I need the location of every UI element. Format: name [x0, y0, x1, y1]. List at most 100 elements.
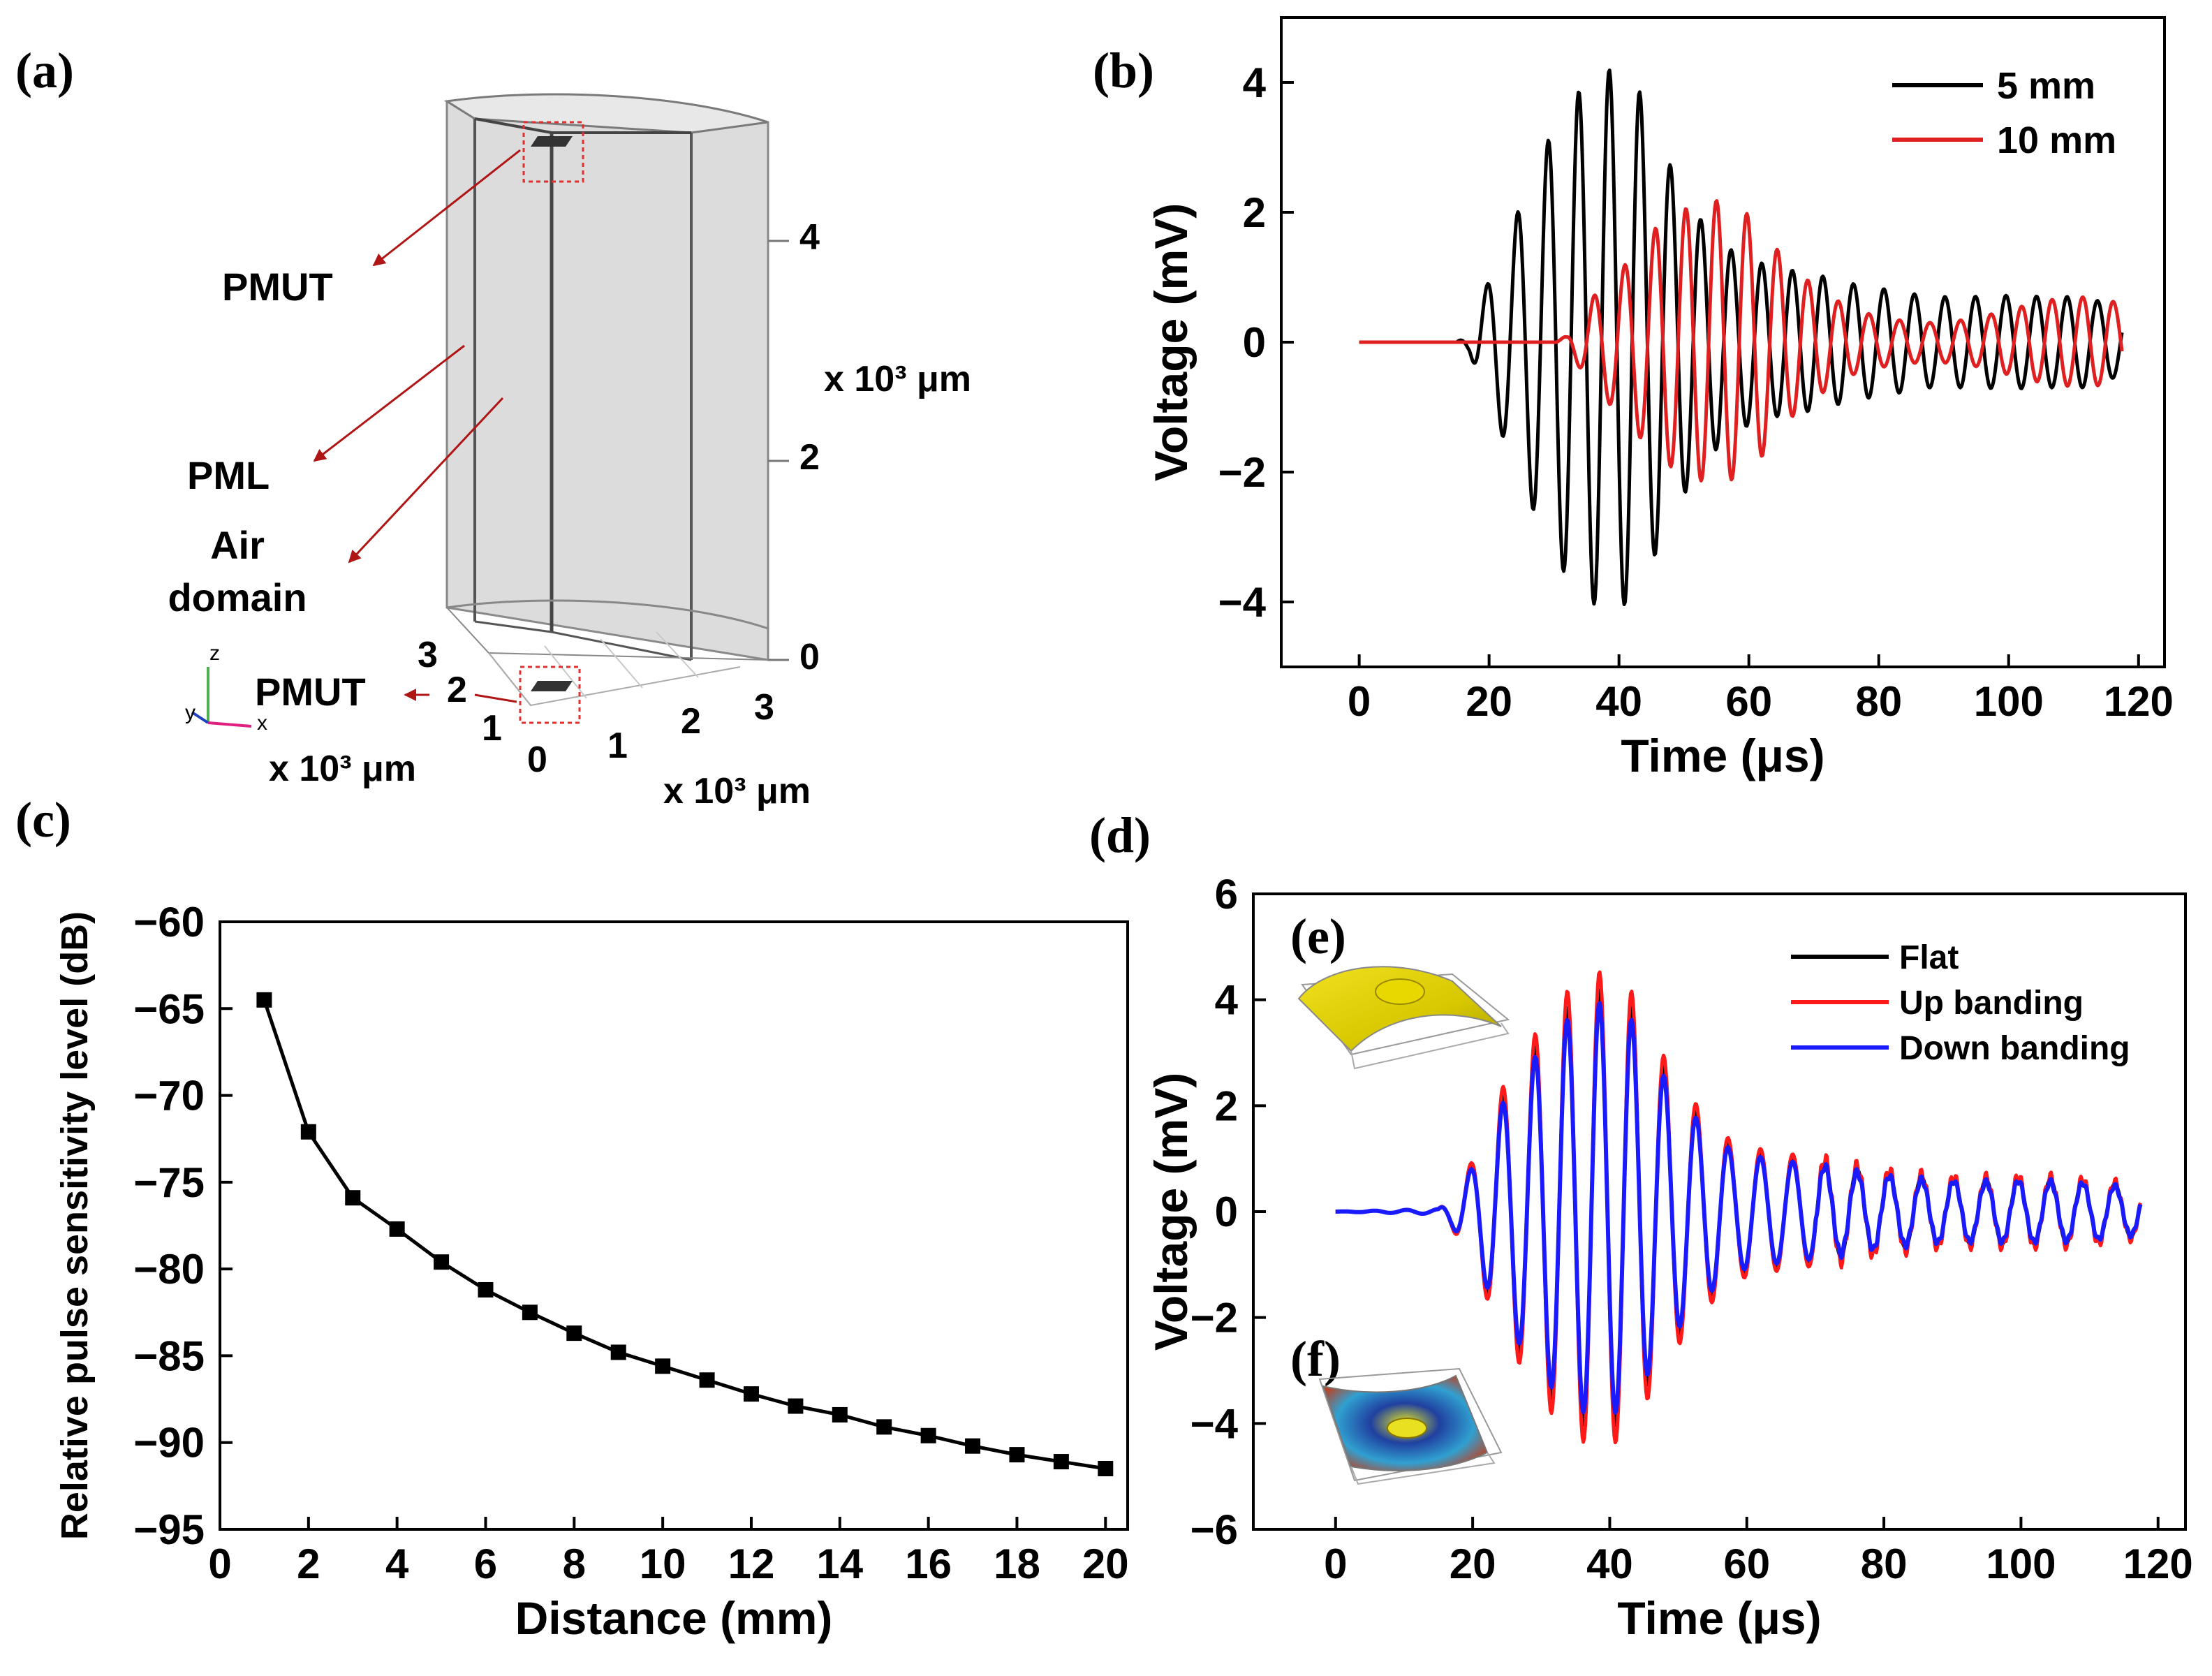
x-axis-label: Distance (mm) — [515, 1592, 833, 1644]
data-point-marker — [256, 992, 272, 1008]
y-tick-label: −4 — [1190, 1400, 1239, 1447]
series-line-10mm — [1358, 199, 2124, 483]
y-tick-label: −70 — [133, 1073, 205, 1119]
annotation-pmut-top: PMUT — [222, 265, 333, 309]
y-tick-label: −80 — [133, 1246, 205, 1293]
y-tick-label: −2 — [1190, 1295, 1238, 1341]
y-tick-label: 0 — [527, 740, 547, 780]
x-tick-label: 2 — [681, 701, 701, 742]
data-point-marker — [1053, 1454, 1069, 1470]
x-tick-label: 0 — [1348, 678, 1371, 725]
data-point-marker — [389, 1221, 405, 1237]
y-tick-label: 2 — [1215, 1082, 1238, 1129]
series-line-down-banding — [1334, 1001, 2143, 1415]
y-tick-label: −60 — [133, 899, 205, 946]
legend-label: Up banding — [1899, 985, 2084, 1022]
y-tick-label: 2 — [447, 670, 467, 710]
annotation-pml: PML — [187, 453, 270, 497]
data-point-marker — [522, 1304, 538, 1321]
triad-z-label: z — [209, 642, 220, 665]
axis-triad: z y x — [185, 642, 267, 735]
panel-b: (b) 0 20 40 60 80 100 120 −4 −2 0 2 4 Time (μs) Volta… — [1093, 16, 2174, 781]
y-tick-label: −65 — [133, 985, 205, 1032]
x-tick-label: 40 — [1595, 678, 1642, 725]
x-tick-label: 1 — [607, 726, 628, 766]
y-axis-unit: x 10³ μm — [269, 749, 416, 789]
y-tick-label: 4 — [1243, 59, 1267, 106]
plot-frame — [219, 920, 1129, 1531]
panel-c: (c) 0 2 4 6 8 10 12 14 16 18 20 −95 −90 −85 −80 −75 −70 −… — [15, 792, 1129, 1644]
x-tick-label: 16 — [905, 1541, 952, 1587]
x-tick-label: 3 — [754, 687, 774, 728]
annotation-air-domain-line1: Air — [210, 523, 265, 567]
y-tick-label: 3 — [418, 635, 438, 675]
y-axis-label: Relative pulse sensitivity level (dB) — [54, 911, 96, 1540]
panel-d: (d) 0 20 40 60 80 100 120 −6 −4 −2 0 2 4 6 Time (μs) Vo… — [1089, 807, 2193, 1644]
data-point-marker — [1009, 1447, 1025, 1463]
series-line-5mm — [1358, 68, 2124, 606]
data-point-marker — [876, 1419, 892, 1435]
data-point-marker — [434, 1254, 450, 1270]
x-tick-label: 8 — [563, 1541, 586, 1587]
y-tick-label: −85 — [133, 1332, 205, 1379]
x-axis-label: Time (μs) — [1617, 1592, 1821, 1644]
panel-a-label: (a) — [15, 43, 74, 98]
x-tick-label: 20 — [1450, 1541, 1496, 1587]
z-axis-unit: x 10³ μm — [824, 359, 971, 399]
data-point-marker — [300, 1124, 316, 1140]
x-tick-label: 60 — [1725, 678, 1772, 725]
panel-b-label: (b) — [1093, 43, 1154, 98]
y-tick-label: −95 — [133, 1506, 205, 1553]
x-tick-label: 4 — [385, 1541, 409, 1587]
data-point-marker — [699, 1372, 715, 1388]
data-point-marker — [743, 1386, 759, 1402]
inset-e-flat-plate: (e) — [1290, 909, 1510, 1070]
x-tick-label: 60 — [1723, 1541, 1770, 1587]
legend-label: 5 mm — [1997, 65, 2095, 107]
data-point-marker — [920, 1427, 936, 1443]
chart-b: 0 20 40 60 80 100 120 −4 −2 0 2 4 Time (μs) Voltage (… — [1145, 16, 2174, 781]
inset-e-label: (e) — [1290, 909, 1346, 964]
y-tick-label: −6 — [1190, 1506, 1238, 1553]
z-tick-label: 4 — [799, 217, 820, 258]
y-tick-label: −90 — [133, 1420, 205, 1466]
x-axis-label: Time (μs) — [1621, 730, 1824, 781]
y-axis-label: Voltage (mV) — [1145, 203, 1197, 481]
annotation-pmut-bottom: PMUT — [255, 670, 366, 714]
x-tick-label: 80 — [1861, 1541, 1908, 1587]
z-tick-label: 0 — [799, 637, 820, 677]
y-tick-label: −75 — [133, 1159, 205, 1206]
y-tick-label: 0 — [1215, 1189, 1238, 1235]
data-point-marker — [655, 1358, 671, 1374]
annotation-air-domain-line2: domain — [168, 575, 307, 619]
y-tick-label: 6 — [1215, 871, 1238, 918]
x-tick-label: 40 — [1586, 1541, 1633, 1587]
data-point-marker — [832, 1406, 848, 1423]
legend-label: Down banding — [1899, 1030, 2130, 1067]
inset-f-bent-plate: (f) — [1290, 1331, 1503, 1485]
triad-x-label: x — [257, 712, 267, 735]
panel-c-label: (c) — [15, 792, 71, 848]
chart-d: 0 20 40 60 80 100 120 −6 −4 −2 0 2 4 6 Time (μs) Voltag… — [1145, 871, 2193, 1644]
data-point-marker — [965, 1438, 981, 1454]
x-tick-label: 100 — [1986, 1541, 2056, 1587]
data-point-marker — [345, 1190, 361, 1206]
x-axis-unit: x 10³ μm — [663, 771, 811, 811]
y-tick-label: −2 — [1218, 449, 1266, 496]
y-axis-label: Voltage (mV) — [1145, 1073, 1197, 1351]
y-tick-label: 4 — [1215, 977, 1239, 1024]
x-tick-label: 10 — [640, 1541, 686, 1587]
data-point-marker — [788, 1398, 804, 1414]
y-tick-label: 2 — [1243, 189, 1266, 236]
x-tick-label: 6 — [474, 1541, 497, 1587]
x-tick-label: 120 — [2104, 678, 2174, 725]
chart-c: 0 2 4 6 8 10 12 14 16 18 20 −95 −90 −85 −80 −75 −70 −65 −6… — [54, 899, 1129, 1644]
x-tick-label: 2 — [297, 1541, 320, 1587]
y-tick-label: 0 — [1243, 319, 1266, 366]
x-tick-label: 0 — [208, 1541, 231, 1587]
data-point-marker — [478, 1281, 494, 1298]
x-tick-label: 20 — [1466, 678, 1512, 725]
x-tick-label: 12 — [728, 1541, 775, 1587]
data-point-marker — [566, 1325, 582, 1341]
triad-y-label: y — [185, 701, 196, 724]
